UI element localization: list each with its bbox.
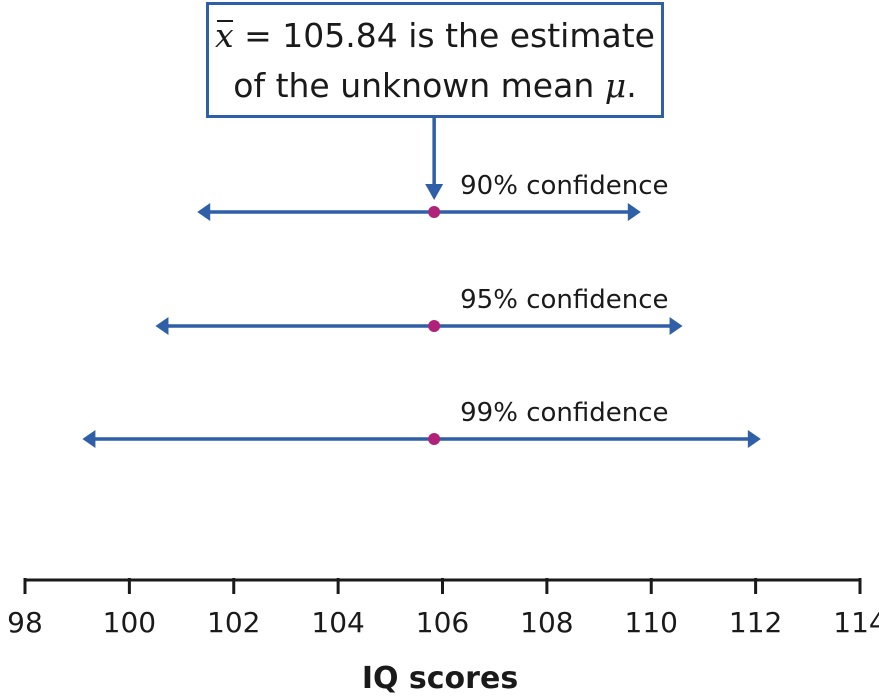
x-tick-label: 108 xyxy=(520,606,573,639)
x-axis: 98 100 102 104 106 108 110 112 114 xyxy=(7,578,879,639)
interval-estimate-point xyxy=(428,206,441,218)
x-tick-label: 100 xyxy=(103,606,156,639)
interval-label: 99% confidence xyxy=(460,398,668,428)
interval-right-arrowhead xyxy=(669,317,683,335)
callout-line-1: x = 105.84 is the estimate xyxy=(209,11,661,61)
intervals-group: 90% confidence 95% confidence 99% confiden… xyxy=(82,171,761,448)
x-tick-label: 104 xyxy=(311,606,364,639)
x-tick-label: 114 xyxy=(833,606,879,639)
interval-label: 95% confidence xyxy=(460,285,668,315)
x-tick-label: 110 xyxy=(625,606,678,639)
estimate-callout: x = 105.84 is the estimate of the unknow… xyxy=(206,2,664,118)
callout-line-2-text: of the unknown mean xyxy=(233,66,605,105)
interval-label: 90% confidence xyxy=(460,171,668,201)
interval-estimate-point xyxy=(428,320,441,332)
interval-left-arrowhead xyxy=(82,430,96,448)
interval-right-arrowhead xyxy=(627,203,641,221)
interval-left-arrowhead xyxy=(197,203,211,221)
callout-line-2: of the unknown mean μ. xyxy=(209,61,661,111)
callout-line-2-end: . xyxy=(626,66,637,105)
x-tick-label: 112 xyxy=(729,606,782,639)
x-tick-label: 98 xyxy=(7,606,43,639)
x-axis-title: IQ scores xyxy=(362,661,518,696)
callout-line-1-text: = 105.84 is the estimate xyxy=(233,16,655,55)
mu-symbol: μ xyxy=(604,66,627,105)
x-tick-label: 102 xyxy=(207,606,260,639)
interval-right-arrowhead xyxy=(747,430,761,448)
x-tick-label: 106 xyxy=(416,606,469,639)
callout-pointer-arrowhead xyxy=(425,184,444,200)
interval-estimate-point xyxy=(428,433,441,445)
interval-left-arrowhead xyxy=(155,317,169,335)
xbar-symbol: x xyxy=(215,16,234,55)
